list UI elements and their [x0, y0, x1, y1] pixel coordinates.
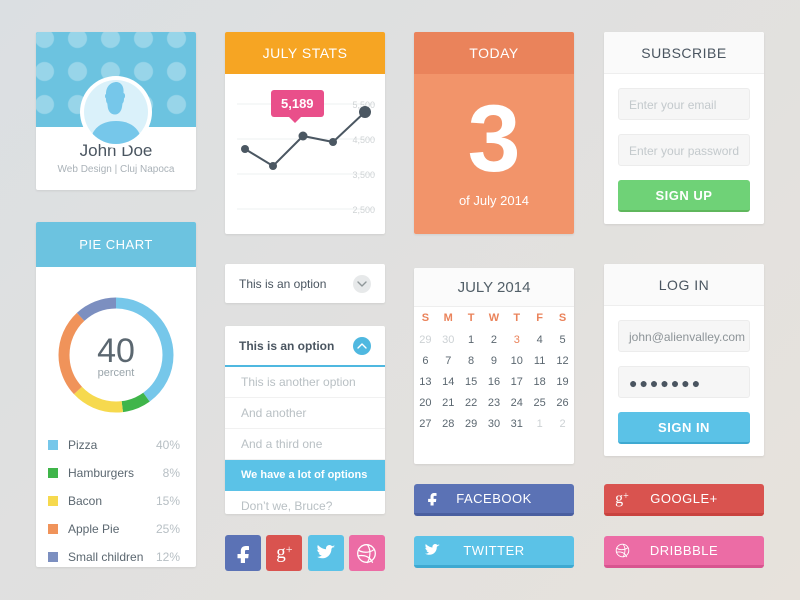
- svg-text:2,500: 2,500: [352, 205, 375, 215]
- svg-text:3,500: 3,500: [352, 170, 375, 180]
- svg-text:4,500: 4,500: [352, 135, 375, 145]
